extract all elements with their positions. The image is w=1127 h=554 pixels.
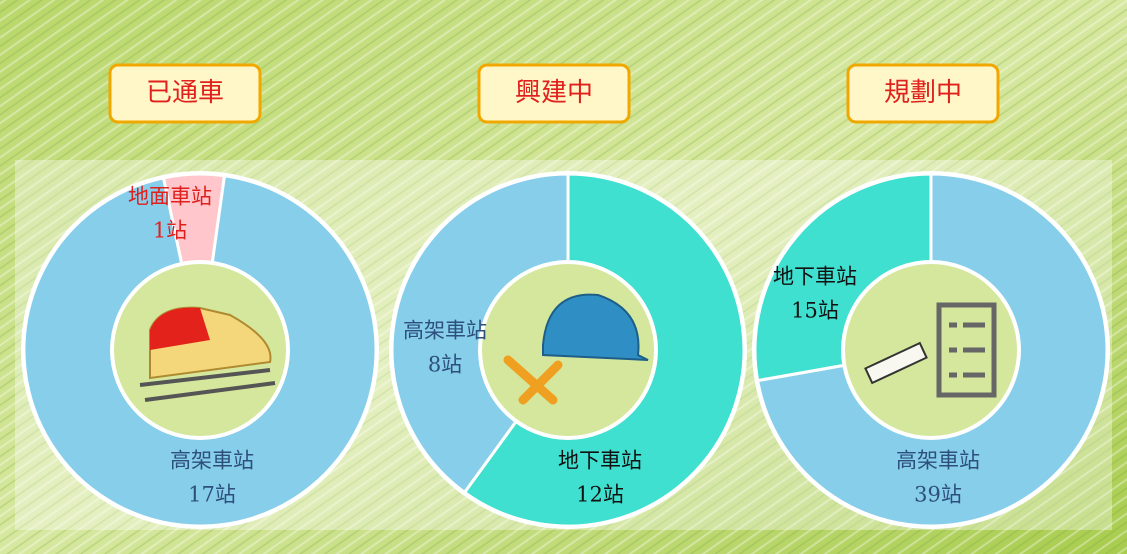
- chart-title: 規劃中: [884, 78, 962, 108]
- title-box: [477, 63, 631, 124]
- slice-value-label: 1站: [153, 219, 187, 243]
- slice-label: 地面車站: [128, 185, 212, 209]
- slice-value-label: 8站: [428, 353, 462, 377]
- slice-label: 地下車站: [558, 449, 642, 473]
- slice-label: 高架車站: [403, 319, 487, 343]
- slice-value-label: 15站: [791, 299, 839, 323]
- slice-value-label: 17站: [188, 483, 236, 507]
- chart-title: 興建中: [515, 78, 593, 108]
- checklist: [936, 302, 997, 398]
- train-rail: [139, 368, 276, 402]
- slice-label: 地下車站: [773, 265, 857, 289]
- slice-value-label: 12站: [576, 483, 624, 507]
- helmet: [542, 293, 649, 361]
- wrench: [503, 355, 563, 405]
- slice-label: 高架車站: [170, 449, 254, 473]
- slice-value-label: 39站: [914, 483, 962, 507]
- ruler: [864, 341, 928, 385]
- chart-title: 已通車: [146, 78, 224, 108]
- train-stripe: [150, 307, 210, 350]
- title-box: [846, 63, 1000, 124]
- title-box: [108, 63, 262, 124]
- slice-label: 高架車站: [896, 449, 980, 473]
